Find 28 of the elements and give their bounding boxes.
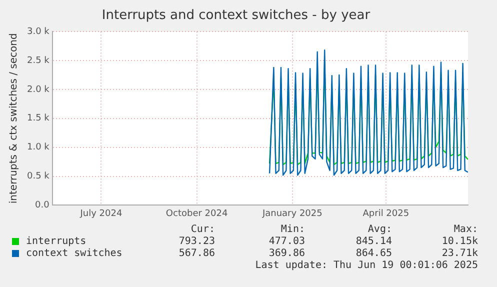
text: 369.86 [268, 248, 305, 259]
y-tick-label: 2.0 k [26, 84, 50, 95]
text: Last update: Thu Jun 19 00:01:06 2025 [255, 260, 478, 271]
y-tick-label: 2.5 k [26, 56, 50, 66]
y-tick-label: 3.0 k [26, 26, 50, 37]
y-tick-label: 1.5 k [26, 114, 50, 124]
text: 793.23 [178, 236, 215, 247]
y-axis-title: interrupts & ctx switches / second [8, 33, 20, 204]
text: Cur: [190, 224, 215, 235]
x-tick-label: October 2024 [166, 208, 228, 219]
chart-title: Interrupts and context switches - by year [102, 8, 371, 24]
y-tick-label: 1.0 k [26, 142, 50, 153]
text: 477.03 [268, 236, 305, 247]
x-tick-label: April 2025 [362, 208, 410, 219]
legend-label: interrupts [26, 236, 86, 247]
text: 845.14 [356, 236, 392, 247]
y-tick-label: 0.0 [35, 200, 50, 211]
text: Max: [454, 224, 478, 235]
legend-label: context switches [26, 248, 122, 259]
text: 10.15k [442, 236, 478, 247]
y-tick-label: 0.5 k [26, 172, 50, 182]
x-tick-label: July 2024 [79, 208, 122, 219]
text: Avg: [368, 224, 392, 235]
x-tick-label: January 2025 [261, 208, 322, 219]
text: Min: [280, 224, 305, 235]
text: 23.71k [442, 248, 478, 259]
text: 864.65 [356, 248, 392, 259]
text: 567.86 [178, 248, 215, 259]
